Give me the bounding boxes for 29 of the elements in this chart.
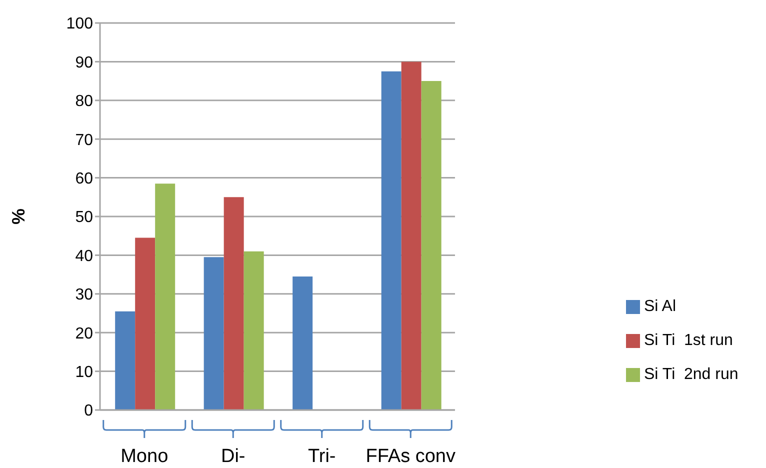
y-tick-label: 50 [75, 209, 94, 226]
bar [401, 62, 422, 410]
y-axis-title: % [8, 208, 28, 225]
x-tick-label: FFAs conv [366, 446, 456, 467]
y-tick-label: 60 [75, 170, 94, 188]
bar [155, 184, 176, 410]
x-tick-label: Tri- [308, 446, 336, 467]
y-tick-label: 100 [66, 16, 94, 33]
legend-label: Si Al [644, 298, 676, 315]
y-tick-label: 80 [75, 93, 94, 110]
bar [224, 197, 244, 410]
y-tick-label: 90 [75, 54, 94, 72]
bar [244, 251, 264, 410]
bar [204, 257, 224, 410]
legend-label: Si Ti 2nd run [644, 366, 738, 383]
y-tick-label: 0 [84, 402, 94, 420]
y-tick-label: 70 [75, 132, 94, 149]
bar [421, 81, 442, 410]
y-tick-label: 30 [75, 286, 94, 304]
bar [115, 311, 136, 410]
bar [292, 276, 313, 410]
bar [381, 71, 402, 410]
x-tick-label: Di- [220, 446, 246, 467]
bar [135, 238, 156, 410]
legend-label: Si Ti 1st run [644, 332, 733, 349]
y-tick-label: 20 [75, 325, 94, 342]
x-tick-label: Mono [120, 446, 168, 467]
y-tick-label: 40 [75, 248, 94, 265]
y-tick-label: 10 [75, 364, 94, 381]
